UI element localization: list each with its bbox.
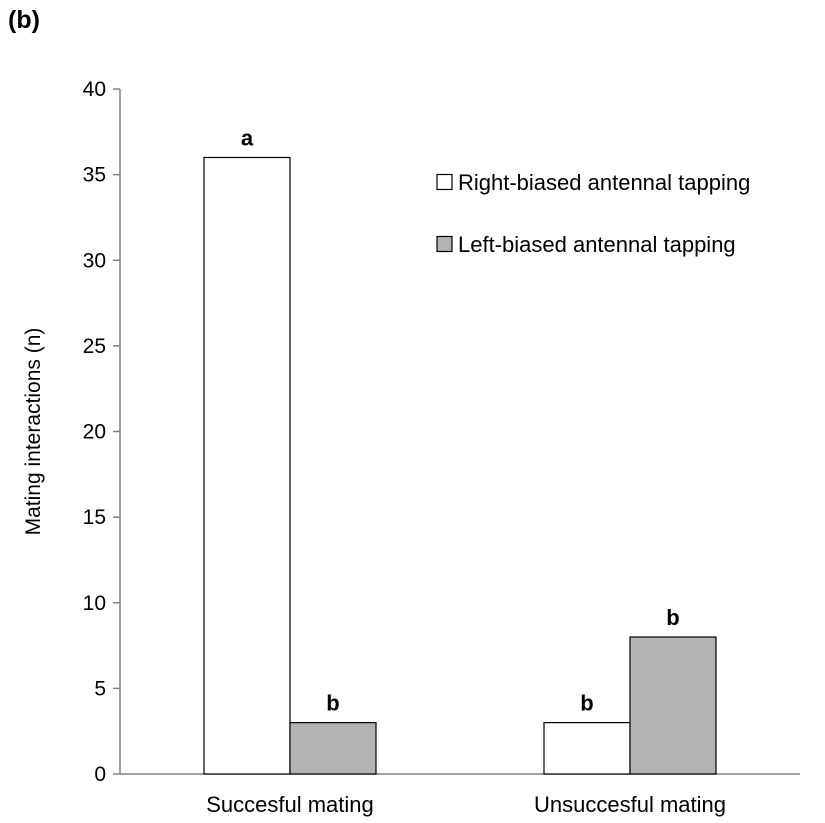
y-tick-label: 40 <box>83 78 106 101</box>
axes: 0 5 10 15 20 25 30 35 40 Mating interactions (n) <box>22 78 800 786</box>
bar <box>543 722 631 775</box>
labels: a b Succesful mating b b Unsuccesful mating <box>206 126 726 818</box>
y-tick-label: 20 <box>83 421 106 444</box>
legend-label: Right-biased antennal tapping <box>458 170 750 195</box>
y-tick-label: 15 <box>83 506 106 529</box>
legend-swatch <box>436 173 453 191</box>
legend-swatch <box>436 235 453 253</box>
significance-label: b <box>580 691 593 716</box>
significance-label: b <box>666 605 679 630</box>
panel-label: (b) <box>8 6 40 34</box>
significance-label: b <box>326 691 339 716</box>
y-tick-label: 25 <box>83 335 106 358</box>
bar <box>289 722 377 775</box>
y-tick-label: 0 <box>94 763 106 786</box>
legend: Right-biased antennal tapping Left-biased… <box>436 170 750 257</box>
bar <box>203 156 291 775</box>
significance-label: a <box>241 126 254 151</box>
x-category-label: Succesful mating <box>206 792 374 817</box>
y-tick-label: 30 <box>83 249 106 272</box>
y-tick-label: 35 <box>83 164 106 187</box>
y-tick-label: 10 <box>83 592 106 615</box>
y-tick-label: 5 <box>94 677 106 700</box>
bars <box>203 156 717 775</box>
legend-label: Left-biased antennal tapping <box>458 232 736 257</box>
y-axis-title: Mating interactions (n) <box>22 328 45 536</box>
bar <box>629 636 717 775</box>
x-category-label: Unsuccesful mating <box>534 792 726 817</box>
